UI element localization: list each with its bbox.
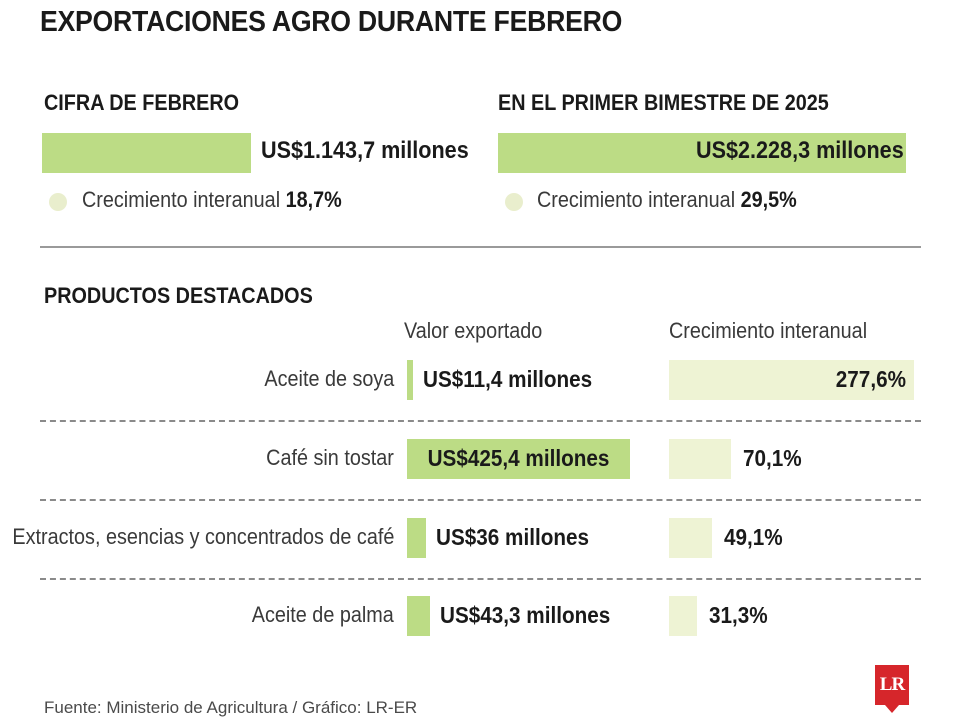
lr-logo-notch: [885, 705, 899, 713]
value-bar: [407, 439, 630, 479]
section-divider: [40, 246, 921, 248]
row-separator: [40, 420, 921, 422]
bimester-heading: EN EL PRIMER BIMESTRE DE 2025: [498, 90, 829, 115]
growth-label: 31,3%: [709, 602, 768, 628]
february-heading: CIFRA DE FEBRERO: [44, 90, 240, 115]
value-label: US$425,4 millones: [427, 445, 610, 471]
source-note: Fuente: Ministerio de Agricultura / Gráf…: [44, 698, 418, 717]
february-value-label: US$1.143,7 millones: [261, 137, 469, 164]
row-separator: [40, 578, 921, 580]
value-bar: [407, 518, 426, 558]
value-label: US$36 millones: [436, 524, 590, 550]
product-label: Extractos, esencias y concentrados de ca…: [12, 524, 394, 549]
bimester-value-label: US$2.228,3 millones: [696, 137, 904, 164]
column-header-growth: Crecimiento interanual: [669, 318, 868, 343]
growth-bar: [669, 596, 697, 636]
february-growth-value: 18,7%: [285, 187, 342, 212]
growth-bar: [669, 518, 712, 558]
product-label: Café sin tostar: [266, 445, 394, 470]
column-header-value: Valor exportado: [404, 318, 543, 343]
products-heading: PRODUCTOS DESTACADOS: [44, 283, 313, 308]
growth-bar: [669, 360, 914, 400]
february-value-bar: [42, 133, 251, 173]
bimester-growth-text: Crecimiento interanual: [537, 187, 736, 212]
bimester-value-bar: [498, 133, 906, 173]
bimester-growth-value: 29,5%: [740, 187, 797, 212]
value-label: US$11,4 millones: [423, 366, 593, 392]
growth-label: 70,1%: [743, 445, 802, 471]
growth-label: 277,6%: [835, 366, 906, 392]
lr-logo: LR: [875, 665, 909, 705]
page-title: EXPORTACIONES AGRO DURANTE FEBRERO: [40, 6, 623, 38]
value-bar: [407, 596, 430, 636]
product-label: Aceite de palma: [252, 602, 394, 627]
february-growth-text: Crecimiento interanual: [82, 187, 281, 212]
value-label: US$43,3 millones: [440, 602, 611, 628]
growth-bullet-icon: [505, 193, 523, 211]
growth-bar: [669, 439, 731, 479]
growth-label: 49,1%: [724, 524, 783, 550]
value-bar: [407, 360, 413, 400]
february-growth: Crecimiento interanual 18,7%: [82, 187, 342, 213]
product-label: Aceite de soya: [264, 366, 394, 391]
row-separator: [40, 499, 921, 501]
bimester-growth: Crecimiento interanual 29,5%: [537, 187, 797, 213]
growth-bullet-icon: [49, 193, 67, 211]
